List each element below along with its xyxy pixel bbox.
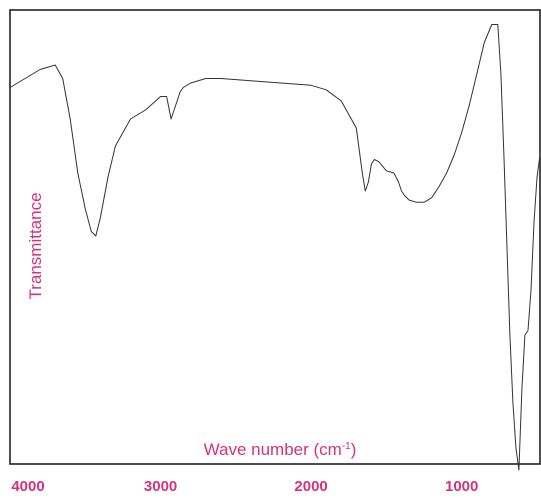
spectrum-line-0 [9,24,541,471]
x-tick-label: 1000 [445,478,478,495]
x-axis-label: Wave number (cm-1) [204,440,357,459]
x-tick-label: 4000 [11,478,44,495]
x-tick-label: 3000 [144,478,177,495]
x-axis-label-sup: -1 [342,441,351,452]
x-axis-label-close: ) [351,440,357,459]
x-axis-label-text: Wave number (cm [204,440,342,459]
plot-frame [9,9,541,465]
y-axis-label: Transmittance [26,192,45,299]
series-layer [9,24,541,471]
x-tick-label: 2000 [294,478,327,495]
x-tick-labels: 4000 3000 2000 1000 [11,478,478,495]
